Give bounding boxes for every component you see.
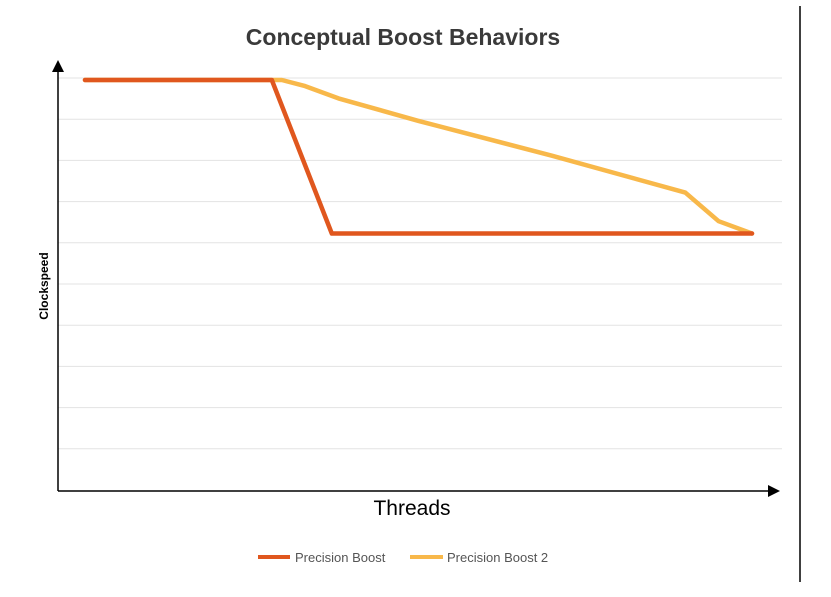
chart-title: Conceptual Boost Behaviors <box>246 24 560 50</box>
y-axis-label: Clockspeed <box>37 252 51 319</box>
series-line-precision-boost-2 <box>82 77 755 236</box>
legend-label-precision-boost: Precision Boost <box>295 550 386 565</box>
legend-item-precision-boost-2: Precision Boost 2 <box>410 550 548 565</box>
legend: Precision Boost Precision Boost 2 <box>258 550 548 565</box>
x-axis-label: Threads <box>373 497 450 520</box>
axes <box>52 60 780 497</box>
legend-item-precision-boost: Precision Boost <box>258 550 386 565</box>
legend-label-precision-boost-2: Precision Boost 2 <box>447 550 548 565</box>
y-axis-arrow-icon <box>52 60 64 72</box>
series-lines <box>82 77 755 236</box>
x-axis-arrow-icon <box>768 485 780 497</box>
series-line-precision-boost <box>82 77 755 236</box>
gridlines <box>58 77 782 450</box>
